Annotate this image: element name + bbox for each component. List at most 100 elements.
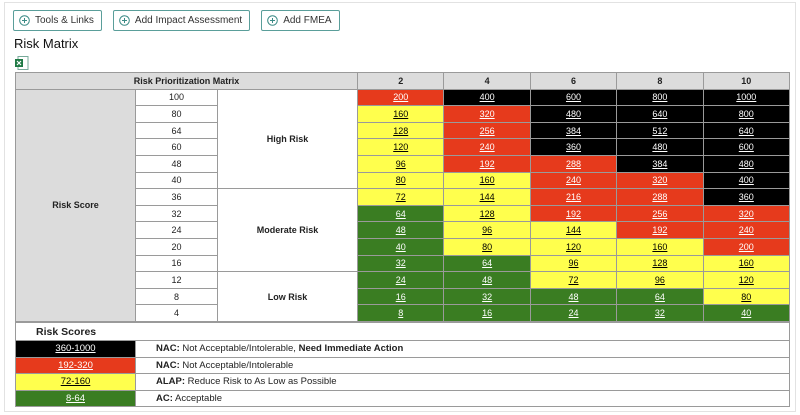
- cell-link[interactable]: 384: [652, 158, 668, 169]
- legend-range: 72-160: [15, 373, 136, 391]
- cell-link[interactable]: 256: [652, 208, 668, 219]
- matrix-cell: 144: [529, 221, 618, 239]
- cell-link[interactable]: 512: [652, 125, 668, 136]
- cell-link[interactable]: 80: [482, 241, 493, 252]
- cell-link[interactable]: 96: [568, 258, 579, 269]
- cell-link[interactable]: 32: [395, 258, 406, 269]
- cell-link[interactable]: 200: [738, 241, 754, 252]
- cell-link[interactable]: 1000: [736, 92, 757, 103]
- matrix-cell: 64: [443, 254, 531, 273]
- header-row: Risk Prioritization Matrix 2 4 6 8 10: [14, 72, 791, 90]
- cell-link[interactable]: 96: [482, 225, 493, 236]
- column-header: 4: [443, 72, 531, 90]
- cell-link[interactable]: 160: [393, 108, 409, 119]
- cell-link[interactable]: 256: [479, 125, 495, 136]
- toolbar-button[interactable]: Tools & Links: [13, 10, 102, 31]
- cell-link[interactable]: 320: [652, 175, 668, 186]
- cell-link[interactable]: 128: [393, 125, 409, 136]
- cell-link[interactable]: 128: [479, 208, 495, 219]
- cell-link[interactable]: 16: [482, 308, 493, 319]
- cell-link[interactable]: 288: [565, 158, 582, 169]
- cell-link[interactable]: 320: [738, 208, 754, 219]
- cell-link[interactable]: 40: [395, 241, 406, 252]
- column-header: 10: [702, 72, 791, 90]
- cell-link[interactable]: 144: [565, 225, 582, 236]
- matrix-cell: 96: [529, 254, 618, 273]
- cell-link[interactable]: 480: [652, 142, 668, 153]
- matrix-cell: 192: [443, 154, 531, 173]
- cell-link[interactable]: 360: [738, 191, 754, 202]
- cell-link[interactable]: 320: [479, 108, 495, 119]
- cell-link[interactable]: 240: [738, 225, 754, 236]
- cell-link[interactable]: 192: [479, 158, 495, 169]
- matrix-cell: 96: [443, 221, 531, 239]
- cell-link[interactable]: 48: [395, 225, 406, 236]
- cell-link[interactable]: 160: [652, 241, 668, 252]
- cell-link[interactable]: 120: [738, 274, 754, 285]
- matrix-cell: 256: [443, 121, 531, 140]
- score-label: 36: [135, 188, 218, 206]
- cell-link[interactable]: 800: [738, 108, 754, 119]
- range-link[interactable]: 192-320: [58, 359, 93, 371]
- matrix-cell: 64: [357, 204, 445, 223]
- cell-link[interactable]: 480: [565, 108, 582, 119]
- cell-link[interactable]: 72: [568, 274, 579, 285]
- range-link[interactable]: 8-64: [65, 393, 85, 405]
- cell-link[interactable]: 160: [479, 175, 495, 186]
- cell-link[interactable]: 72: [395, 191, 406, 202]
- cell-link[interactable]: 8: [398, 308, 404, 319]
- cell-link[interactable]: 80: [741, 291, 752, 302]
- matrix-cell: 160: [616, 237, 704, 256]
- matrix-cell: 384: [529, 121, 618, 140]
- row-header: Risk Score: [15, 88, 136, 322]
- range-link[interactable]: 72-160: [60, 376, 91, 388]
- cell-link[interactable]: 32: [654, 308, 665, 319]
- cell-link[interactable]: 400: [738, 175, 754, 186]
- cell-link[interactable]: 64: [654, 291, 665, 302]
- cell-link[interactable]: 80: [395, 175, 406, 186]
- cell-link[interactable]: 200: [393, 92, 409, 103]
- cell-link[interactable]: 40: [741, 308, 752, 319]
- score-label: 8: [135, 287, 218, 306]
- cell-link[interactable]: 120: [565, 241, 582, 252]
- cell-link[interactable]: 128: [652, 258, 668, 269]
- matrix-cell: 96: [616, 271, 704, 289]
- cell-link[interactable]: 64: [482, 258, 493, 269]
- cell-link[interactable]: 400: [479, 92, 495, 103]
- cell-link[interactable]: 360: [565, 142, 582, 153]
- cell-link[interactable]: 192: [652, 225, 668, 236]
- toolbar-button[interactable]: Add FMEA: [261, 10, 340, 31]
- cell-link[interactable]: 144: [479, 191, 495, 202]
- cell-link[interactable]: 64: [395, 208, 406, 219]
- cell-link[interactable]: 48: [568, 291, 579, 302]
- cell-link[interactable]: 600: [738, 142, 754, 153]
- cell-link[interactable]: 640: [738, 125, 754, 136]
- cell-link[interactable]: 24: [568, 308, 579, 319]
- cell-link[interactable]: 480: [738, 158, 754, 169]
- cell-link[interactable]: 216: [565, 191, 582, 202]
- cell-link[interactable]: 96: [654, 274, 665, 285]
- cell-link[interactable]: 600: [565, 92, 582, 103]
- cell-link[interactable]: 288: [652, 191, 668, 202]
- cell-link[interactable]: 16: [395, 291, 406, 302]
- cell-link[interactable]: 160: [738, 258, 754, 269]
- cell-link[interactable]: 32: [482, 291, 493, 302]
- cell-link[interactable]: 800: [652, 92, 668, 103]
- range-link[interactable]: 360-1000: [55, 343, 96, 355]
- cell-link[interactable]: 240: [479, 142, 495, 153]
- cell-link[interactable]: 384: [565, 125, 582, 136]
- button-label: Add FMEA: [283, 15, 332, 26]
- legend-row: 72-160 ALAP: Reduce Risk to As Low as Pos…: [15, 373, 790, 391]
- toolbar-button[interactable]: Add Impact Assessment: [112, 10, 251, 31]
- cell-link[interactable]: 24: [395, 274, 406, 285]
- cell-link[interactable]: 120: [393, 142, 409, 153]
- toolbar: Tools & Links Add Impact Assessment Add FM…: [13, 10, 340, 31]
- cell-link[interactable]: 192: [565, 208, 582, 219]
- excel-export-icon[interactable]: [15, 56, 29, 70]
- legend-description: ALAP: Reduce Risk to As Low as Possible: [135, 373, 790, 391]
- cell-link[interactable]: 48: [482, 274, 493, 285]
- cell-link[interactable]: 240: [565, 175, 582, 186]
- cell-link[interactable]: 640: [652, 108, 668, 119]
- cell-link[interactable]: 96: [395, 158, 406, 169]
- score-label: 4: [135, 304, 218, 322]
